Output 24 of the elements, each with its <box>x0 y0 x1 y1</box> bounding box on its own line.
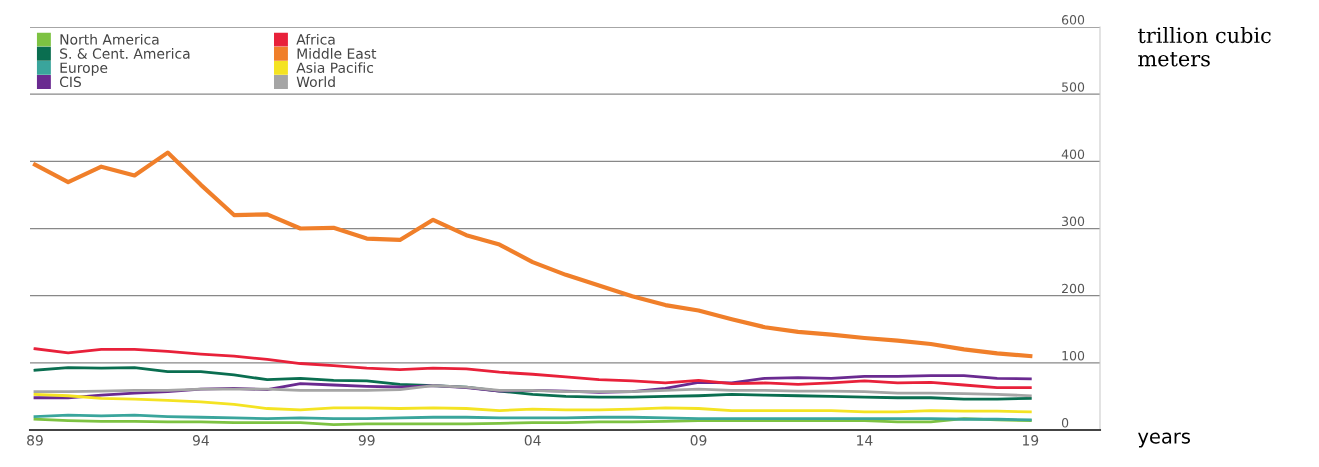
x-tick-label: 94 <box>192 435 209 446</box>
legend-label: World <box>296 76 335 88</box>
y-tick-label: 300 <box>1062 216 1085 227</box>
x-axis-title: years <box>1138 432 1191 448</box>
y-tick-label: 400 <box>1061 149 1085 159</box>
legend-label: S. & Cent. America <box>60 48 190 59</box>
y-tick-label: 600 <box>1061 15 1085 25</box>
legend-label: Middle East <box>297 48 377 59</box>
y-tick-label: 200 <box>1062 283 1085 294</box>
y-tick-label: 0 <box>1061 418 1069 428</box>
y-tick-label: 100 <box>1062 350 1085 361</box>
legend-label: Africa <box>296 33 335 45</box>
x-tick-label: 09 <box>690 435 707 446</box>
y-axis-title: trillion cubic meters <box>1138 27 1271 67</box>
legend-label: Europe <box>60 62 108 76</box>
x-tick-label: 19 <box>1023 435 1039 446</box>
x-tick-label: 14 <box>857 435 873 446</box>
legend-label: Asia Pacific <box>296 62 374 73</box>
x-tick-label: 99 <box>358 435 375 446</box>
y-tick-label: 500 <box>1062 82 1085 92</box>
x-tick-label: 89 <box>27 435 43 446</box>
x-tick-label: 04 <box>524 435 541 446</box>
legend-label: CIS <box>59 76 81 88</box>
legend-label: North America <box>60 33 159 45</box>
